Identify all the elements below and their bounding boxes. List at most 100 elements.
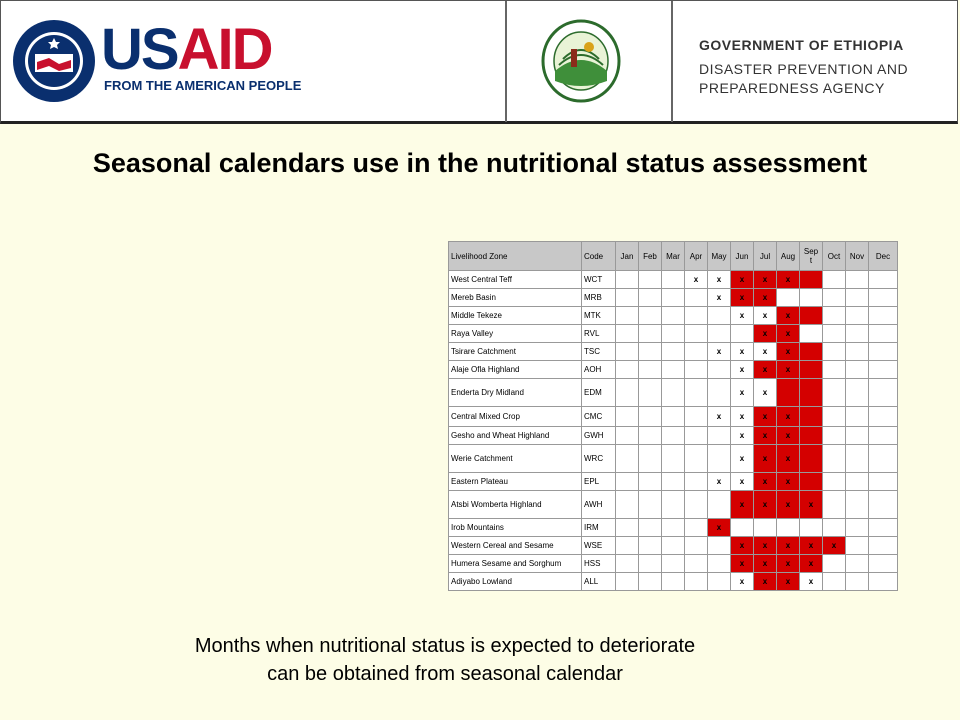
- month-cell: [615, 360, 639, 379]
- header-month: Jun: [730, 241, 754, 271]
- month-cell: [799, 406, 823, 427]
- month-cell: [661, 536, 685, 555]
- month-cell: x: [730, 288, 754, 307]
- month-cell: [615, 288, 639, 307]
- month-cell: x: [753, 426, 777, 445]
- month-cell: x: [753, 306, 777, 325]
- month-cell: [799, 306, 823, 325]
- table-body: West Central Teff WCT x x x x x Mereb Basin MRB x…: [448, 270, 898, 591]
- month-cell: [868, 554, 898, 573]
- month-cell: [707, 360, 731, 379]
- header-livelihood-zone: Livelihood Zone: [448, 241, 582, 271]
- month-cell: [615, 324, 639, 343]
- month-cell: [822, 324, 846, 343]
- month-cell: [845, 306, 869, 325]
- month-cell: [868, 518, 898, 537]
- month-cell: [684, 554, 708, 573]
- month-cell: x: [776, 324, 800, 343]
- code-cell: WCT: [581, 270, 616, 289]
- table-row: Eastern Plateau EPL x x x x: [448, 472, 898, 491]
- month-cell: [707, 324, 731, 343]
- month-cell: x: [707, 518, 731, 537]
- slide-caption: Months when nutritional status is expect…: [100, 632, 790, 688]
- month-cell: [661, 288, 685, 307]
- header-divider: [505, 1, 507, 122]
- month-cell: [868, 270, 898, 289]
- month-cell: [776, 378, 800, 407]
- slide-title: Seasonal calendars use in the nutritiona…: [92, 148, 868, 178]
- month-cell: [638, 406, 662, 427]
- month-cell: [684, 342, 708, 361]
- month-cell: [661, 490, 685, 519]
- month-cell: [868, 288, 898, 307]
- month-cell: [822, 270, 846, 289]
- month-cell: x: [730, 554, 754, 573]
- table-row: Alaje Ofla Highland AOH x x x: [448, 360, 898, 379]
- month-cell: [638, 288, 662, 307]
- month-cell: x: [776, 270, 800, 289]
- month-cell: [845, 288, 869, 307]
- month-cell: x: [776, 306, 800, 325]
- month-cell: x: [753, 536, 777, 555]
- month-cell: x: [776, 342, 800, 361]
- month-cell: x: [822, 536, 846, 555]
- header-month: May: [707, 241, 731, 271]
- table-row: Western Cereal and Sesame WSE x x x x x: [448, 536, 898, 555]
- month-cell: [615, 444, 639, 473]
- month-cell: [661, 444, 685, 473]
- month-cell: [638, 572, 662, 591]
- month-cell: x: [707, 406, 731, 427]
- zone-cell: West Central Teff: [448, 270, 582, 289]
- month-cell: [868, 444, 898, 473]
- month-cell: [799, 324, 823, 343]
- month-cell: [684, 490, 708, 519]
- month-cell: [845, 426, 869, 445]
- zone-cell: Adiyabo Lowland: [448, 572, 582, 591]
- month-cell: [661, 306, 685, 325]
- month-cell: [845, 572, 869, 591]
- month-cell: [638, 490, 662, 519]
- month-cell: x: [776, 426, 800, 445]
- table-row: Central Mixed Crop CMC x x x x: [448, 406, 898, 427]
- month-cell: [638, 536, 662, 555]
- header-month: Aug: [776, 241, 800, 271]
- code-cell: CMC: [581, 406, 616, 427]
- month-cell: x: [776, 406, 800, 427]
- month-cell: [776, 518, 800, 537]
- month-cell: x: [730, 426, 754, 445]
- table-row: Irob Mountains IRM x: [448, 518, 898, 537]
- code-cell: TSC: [581, 342, 616, 361]
- zone-cell: Central Mixed Crop: [448, 406, 582, 427]
- code-cell: WSE: [581, 536, 616, 555]
- code-cell: ALL: [581, 572, 616, 591]
- month-cell: [822, 572, 846, 591]
- table-row: Atsbi Womberta Highland AWH x x x x: [448, 490, 898, 519]
- table-row: Tsirare Catchment TSC x x x x: [448, 342, 898, 361]
- gov-line-3: PREPAREDNESS AGENCY: [699, 80, 885, 96]
- month-cell: [684, 324, 708, 343]
- month-cell: x: [776, 360, 800, 379]
- month-cell: x: [753, 406, 777, 427]
- zone-cell: Gesho and Wheat Highland: [448, 426, 582, 445]
- month-cell: [615, 378, 639, 407]
- month-cell: [615, 518, 639, 537]
- month-cell: x: [753, 288, 777, 307]
- month-cell: x: [776, 444, 800, 473]
- gov-line-2: DISASTER PREVENTION AND: [699, 61, 909, 77]
- zone-cell: Alaje Ofla Highland: [448, 360, 582, 379]
- month-cell: x: [730, 490, 754, 519]
- month-cell: [822, 288, 846, 307]
- month-cell: [615, 572, 639, 591]
- table-row: Humera Sesame and Sorghum HSS x x x x: [448, 554, 898, 573]
- usaid-tagline: FROM THE AMERICAN PEOPLE: [104, 78, 302, 93]
- month-cell: x: [776, 472, 800, 491]
- month-cell: x: [707, 270, 731, 289]
- code-cell: EPL: [581, 472, 616, 491]
- month-cell: [638, 378, 662, 407]
- month-cell: x: [753, 444, 777, 473]
- month-cell: x: [753, 324, 777, 343]
- month-cell: [845, 536, 869, 555]
- header-month: Nov: [845, 241, 869, 271]
- month-cell: [822, 378, 846, 407]
- month-cell: x: [707, 472, 731, 491]
